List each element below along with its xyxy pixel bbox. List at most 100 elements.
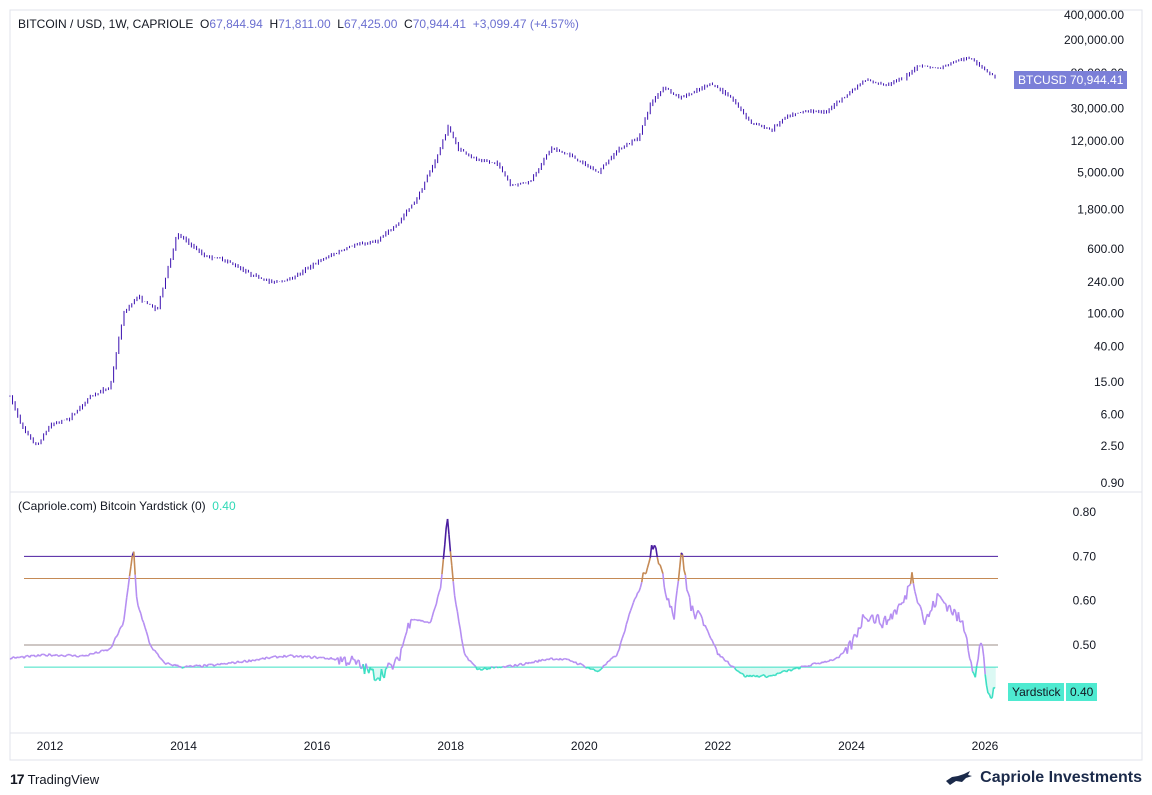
price-axis: 400,000.00200,000.0080,000.0030,000.0012… bbox=[1064, 8, 1124, 490]
yardstick-line-segment bbox=[500, 666, 503, 669]
yardstick-line-segment bbox=[391, 663, 395, 670]
yardstick-line-segment bbox=[547, 658, 550, 661]
yardstick-line-segment bbox=[254, 658, 257, 662]
yardstick-line-segment bbox=[358, 660, 362, 668]
yardstick-tick-label: 0.60 bbox=[1073, 594, 1097, 608]
yardstick-line-segment bbox=[800, 665, 803, 668]
yardstick-line-segment bbox=[113, 637, 117, 642]
yardstick-line-segment bbox=[286, 654, 289, 658]
yardstick-line-segment bbox=[881, 619, 885, 629]
yardstick-line-segment bbox=[562, 657, 565, 661]
yardstick-line-segment bbox=[351, 655, 355, 660]
yardstick-line-segment bbox=[127, 576, 131, 588]
yardstick-line-segment bbox=[460, 638, 464, 647]
yardstick-line-segment bbox=[991, 687, 995, 698]
yardstick-line-segment bbox=[532, 660, 536, 664]
x-tick-label: 2018 bbox=[437, 739, 464, 753]
yardstick-line-segment bbox=[610, 657, 613, 660]
yardstick-line-segment bbox=[586, 666, 589, 669]
tradingview-label: TradingView bbox=[27, 771, 100, 787]
yardstick-line-segment bbox=[756, 674, 760, 678]
yardstick-line-segment bbox=[838, 654, 841, 659]
time-axis: 2012 2014 2016 2018 2020 2022 2024 2026 bbox=[37, 739, 999, 753]
change-value: +3,099.47 (+4.57%) bbox=[472, 17, 579, 31]
yardstick-line-segment bbox=[293, 655, 297, 659]
yardstick-line-segment bbox=[811, 662, 814, 665]
price-tick-label: 5,000.00 bbox=[1077, 166, 1124, 180]
yardstick-line-segment bbox=[825, 660, 829, 663]
yardstick-line-segment bbox=[961, 620, 965, 632]
yardstick-line-segment bbox=[587, 666, 591, 670]
yardstick-line-segment bbox=[601, 664, 605, 669]
price-legend: BITCOIN / USD, 1W, CAPRIOLE O67,844.94 H… bbox=[18, 17, 579, 31]
price-tick-label: 600.00 bbox=[1087, 242, 1124, 256]
price-tick-label: 200,000.00 bbox=[1064, 33, 1124, 47]
yardstick-line-segment bbox=[828, 659, 831, 662]
yardstick-line-segment bbox=[436, 591, 440, 598]
yardstick-line-segment bbox=[10, 656, 14, 660]
yardstick-line-segment bbox=[768, 674, 771, 677]
yardstick-line-segment bbox=[446, 518, 450, 535]
yardstick-line-segment bbox=[614, 655, 617, 658]
yardstick-line-segment bbox=[75, 655, 78, 658]
yardstick-line-segment bbox=[949, 605, 953, 613]
high-value: 71,811.00 bbox=[278, 17, 331, 31]
price-tick-label: 12,000.00 bbox=[1071, 134, 1125, 148]
yardstick-line-segment bbox=[582, 664, 585, 667]
yardstick-line-segment bbox=[867, 619, 871, 623]
yardstick-line-segment bbox=[796, 666, 799, 669]
yardstick-line-segment bbox=[324, 657, 327, 660]
yardstick-line-segment bbox=[527, 661, 530, 665]
yardstick-line-segment bbox=[429, 616, 433, 623]
yardstick-line-segment bbox=[939, 595, 943, 600]
yardstick-line-segment bbox=[396, 656, 400, 660]
yardstick-line-segment bbox=[649, 545, 653, 558]
yardstick-line-segment bbox=[659, 564, 663, 570]
yardstick-line-segment bbox=[121, 619, 125, 626]
yardstick-line-segment bbox=[662, 573, 666, 588]
yardstick-line-segment bbox=[311, 655, 315, 659]
price-tag-symbol: BTCUSD bbox=[1014, 71, 1072, 89]
yardstick-line-segment bbox=[408, 619, 412, 629]
x-tick-label: 2026 bbox=[972, 739, 999, 753]
yardstick-line-segment bbox=[186, 665, 190, 668]
yardstick-line-segment bbox=[750, 674, 754, 678]
yardstick-line-segment bbox=[230, 661, 233, 664]
yardstick-line-segment bbox=[222, 662, 225, 665]
yardstick-line-segment bbox=[993, 686, 996, 689]
x-tick-label: 2020 bbox=[571, 739, 598, 753]
yardstick-line-segment bbox=[977, 646, 981, 660]
yardstick-line-segment bbox=[817, 662, 820, 665]
yardstick-line-segment bbox=[272, 655, 275, 658]
yardstick-line-segment bbox=[942, 600, 946, 604]
yardstick-line-segment bbox=[327, 657, 330, 661]
yardstick-line-segment bbox=[722, 657, 726, 662]
yardstick-line-segment bbox=[243, 659, 246, 662]
yardstick-line-segment bbox=[837, 656, 840, 659]
yardstick-line-segment bbox=[921, 611, 925, 620]
yardstick-line-segment bbox=[421, 619, 425, 623]
yardstick-line-segment bbox=[579, 662, 582, 665]
yardstick-line-segment bbox=[658, 563, 661, 566]
yardstick-line-segment bbox=[355, 660, 359, 665]
yardstick-line-segment bbox=[258, 658, 262, 661]
yardstick-line-segment bbox=[69, 654, 73, 657]
yardstick-line-segment bbox=[680, 552, 684, 556]
yardstick-line-segment bbox=[914, 590, 917, 597]
yardstick-line-segment bbox=[919, 606, 923, 612]
yardstick-line-segment bbox=[980, 642, 984, 647]
yardstick-line-segment bbox=[291, 654, 294, 657]
yardstick-line-segment bbox=[233, 662, 236, 665]
yardstick-line-segment bbox=[40, 653, 43, 656]
close-label: C bbox=[404, 17, 413, 31]
yardstick-line-segment bbox=[188, 665, 191, 668]
yardstick-line-segment bbox=[13, 656, 17, 659]
yardstick-line-segment bbox=[344, 656, 348, 666]
yardstick-line-segment bbox=[276, 655, 280, 659]
indicator-legend[interactable]: (Capriole.com) Bitcoin Yardstick (0) 0.4… bbox=[18, 499, 236, 513]
yardstick-line-segment bbox=[420, 619, 423, 622]
yardstick-line-segment bbox=[465, 655, 468, 658]
yardstick-line-segment bbox=[968, 658, 972, 663]
tradingview-logo[interactable]: 17 TradingView bbox=[10, 771, 99, 787]
